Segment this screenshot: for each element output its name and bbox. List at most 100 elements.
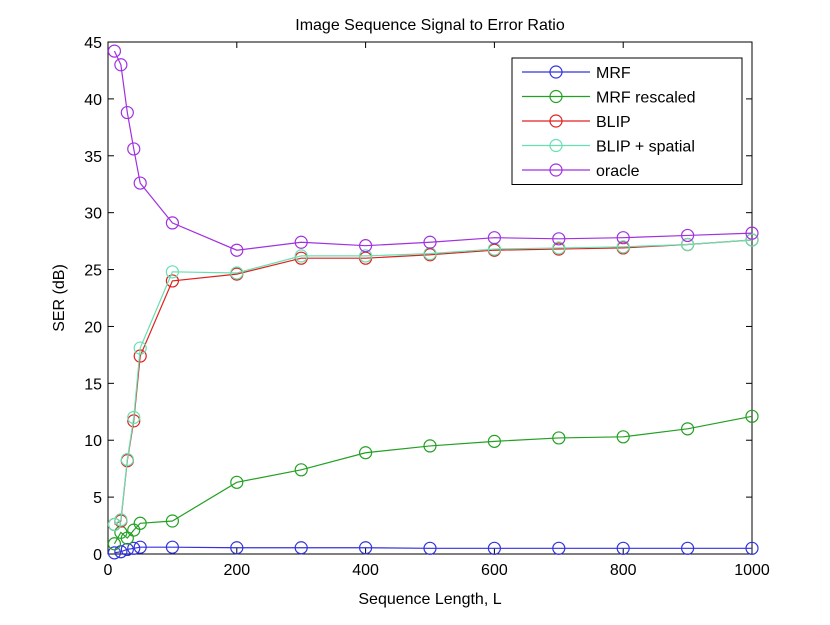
- x-tick-label: 800: [610, 562, 637, 579]
- y-tick-label: 25: [84, 263, 102, 280]
- legend-entry: oracle: [522, 163, 640, 180]
- series-line: [114, 239, 753, 525]
- data-point: [133, 176, 147, 190]
- data-point: [552, 241, 566, 255]
- data-point: [359, 249, 373, 263]
- data-point: [359, 239, 373, 253]
- x-tick-label: 400: [352, 562, 379, 579]
- series-layer: [107, 44, 759, 560]
- legend-label: oracle: [596, 163, 640, 180]
- data-point: [114, 545, 128, 559]
- y-tick-label: 20: [84, 319, 102, 336]
- data-point: [127, 142, 141, 156]
- data-point: [107, 517, 122, 532]
- data-point: [423, 541, 437, 555]
- data-point: [120, 531, 134, 545]
- legend-label: MRF: [596, 65, 631, 82]
- series-line: [113, 50, 753, 251]
- y-tick-label: 15: [84, 376, 102, 393]
- y-tick-label: 45: [84, 35, 102, 52]
- data-point: [616, 541, 630, 555]
- data-point: [359, 541, 373, 555]
- data-point: [133, 516, 147, 530]
- data-point: [114, 513, 128, 527]
- data-point: [114, 58, 128, 72]
- legend-entry: MRF: [522, 65, 631, 82]
- data-point: [680, 237, 695, 252]
- data-point: [487, 242, 501, 256]
- data-point: [107, 44, 122, 58]
- data-point: [165, 265, 179, 279]
- y-axis-ticks: 0 5 10 15 20 25 30 35 40 45: [84, 35, 752, 564]
- series-mrf: [107, 540, 759, 560]
- data-point: [294, 541, 308, 555]
- data-point: [680, 541, 695, 555]
- x-tick-label: 600: [481, 562, 508, 579]
- x-axis-ticks: 0 200 400 600 800 1000: [104, 42, 770, 579]
- data-point: [359, 446, 373, 460]
- data-point: [165, 216, 179, 230]
- data-point: [127, 541, 141, 555]
- data-point: [294, 463, 308, 477]
- legend-label: BLIP: [596, 114, 631, 131]
- data-point: [133, 540, 147, 554]
- data-point: [423, 439, 437, 453]
- data-point: [552, 431, 566, 445]
- y-tick-label: 0: [93, 547, 102, 564]
- data-point: [745, 541, 759, 555]
- data-point: [127, 410, 141, 425]
- data-point: [745, 409, 759, 423]
- data-point: [680, 228, 695, 243]
- y-tick-label: 10: [84, 433, 102, 450]
- data-point: [165, 540, 179, 554]
- data-point: [616, 240, 630, 254]
- x-axis-label: Sequence Length, L: [358, 591, 501, 608]
- chart-title: Image Sequence Signal to Error Ratio: [295, 17, 565, 34]
- series-line: [114, 546, 752, 554]
- data-point: [423, 247, 437, 261]
- data-point: [487, 541, 501, 555]
- data-point: [680, 422, 695, 436]
- data-point: [423, 235, 437, 249]
- data-point: [294, 235, 308, 249]
- series-mrf-rescaled: [107, 409, 759, 551]
- legend-marker: [549, 114, 563, 128]
- data-point: [165, 274, 179, 288]
- y-axis-label: SER (dB): [51, 264, 68, 332]
- data-point: [552, 232, 566, 246]
- legend-entry: MRF rescaled: [522, 90, 696, 107]
- data-point: [120, 105, 134, 120]
- data-point: [230, 475, 244, 489]
- legend-marker: [549, 89, 563, 104]
- data-point: [230, 243, 244, 257]
- data-point: [294, 249, 308, 263]
- legend-label: BLIP + spatial: [596, 139, 695, 156]
- data-point: [107, 537, 122, 551]
- data-point: [120, 452, 134, 467]
- y-tick-label: 35: [84, 149, 102, 166]
- data-point: [230, 266, 244, 280]
- data-point: [107, 546, 122, 560]
- data-point: [616, 430, 630, 444]
- x-tick-label: 0: [104, 562, 113, 579]
- data-point: [552, 541, 566, 555]
- x-tick-label: 200: [223, 562, 250, 579]
- legend-marker: [549, 163, 563, 177]
- legend: MRF MRF rescaled BLIP BLIP + spatial oracle: [511, 57, 743, 185]
- y-tick-label: 5: [93, 490, 102, 507]
- x-tick-label: 1000: [734, 562, 770, 579]
- legend-marker: [549, 138, 563, 153]
- data-point: [745, 226, 759, 240]
- legend-entry: BLIP: [522, 114, 631, 131]
- data-point: [165, 514, 179, 528]
- y-tick-label: 40: [84, 92, 102, 109]
- legend-entry: BLIP + spatial: [522, 139, 695, 156]
- data-point: [230, 541, 244, 555]
- series-line: [113, 415, 753, 545]
- legend-label: MRF rescaled: [596, 90, 696, 107]
- data-point: [487, 231, 501, 245]
- data-point: [120, 542, 134, 557]
- data-point: [745, 233, 759, 247]
- data-point: [133, 341, 147, 355]
